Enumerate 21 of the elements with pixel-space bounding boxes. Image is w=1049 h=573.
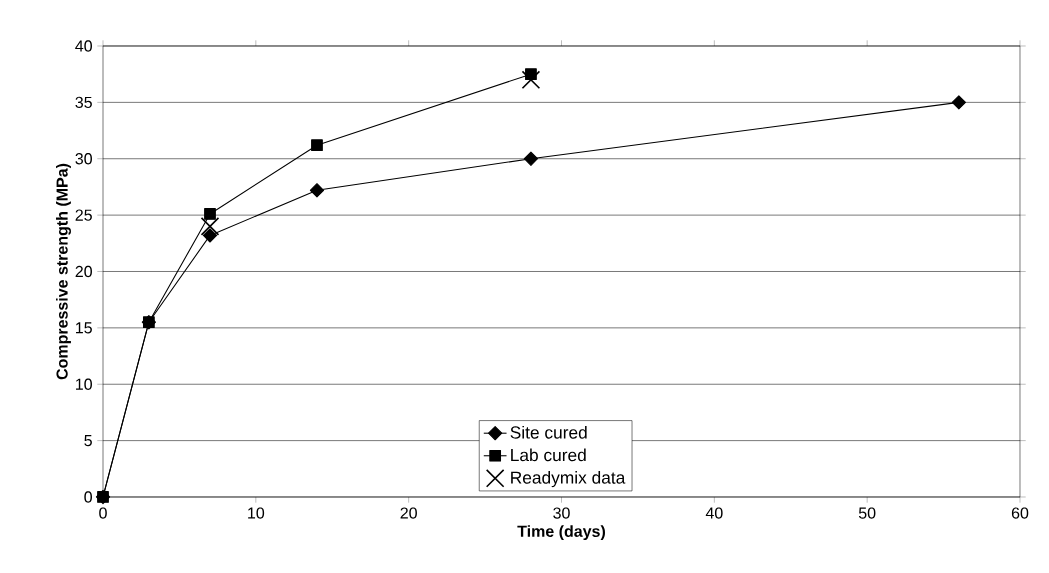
y-axis-title: Compressive strength (MPa) bbox=[56, 163, 71, 380]
legend-label: Readymix data bbox=[511, 471, 626, 488]
x-tick-label: 20 bbox=[400, 507, 417, 519]
legend-label: Site cured bbox=[510, 425, 587, 439]
x-tick-label: 30 bbox=[553, 507, 570, 519]
x-tick-label: 40 bbox=[705, 507, 723, 519]
y-tick-label: 5 bbox=[84, 435, 92, 447]
y-tick-label: 40 bbox=[75, 40, 92, 52]
x-tick-label: 50 bbox=[858, 507, 876, 519]
y-tick-label: 25 bbox=[75, 209, 92, 221]
x-tick-label: 10 bbox=[248, 507, 265, 519]
legend-label: Lab cured bbox=[511, 448, 586, 462]
y-tick-label: 10 bbox=[76, 378, 92, 390]
x-tick-label: 60 bbox=[1011, 507, 1029, 519]
y-tick-label: 15 bbox=[76, 322, 92, 334]
y-tick-label: 0 bbox=[84, 491, 92, 503]
x-tick-label: 0 bbox=[99, 507, 107, 519]
y-tick-label: 30 bbox=[75, 153, 92, 165]
y-tick-label: 35 bbox=[75, 96, 92, 109]
y-tick-label: 20 bbox=[75, 265, 92, 278]
x-axis-title: Time (days) bbox=[517, 525, 606, 541]
